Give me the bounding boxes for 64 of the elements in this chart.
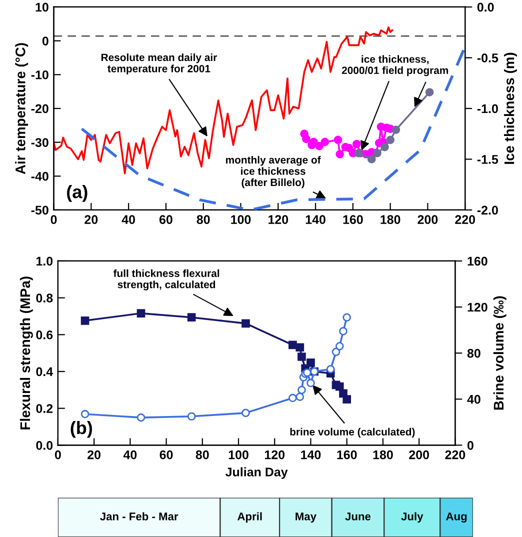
y-tick-label: -30 [31,138,48,147]
x-tick-label: 220 [445,450,466,460]
x-tick-label: 180 [373,450,393,460]
annotation: full thickness flexural strength, calculated [113,269,220,290]
y2-tick-label: 120 [468,302,488,312]
y2-tick-label: -2.0 [477,206,498,215]
x-tick-label: 220 [455,215,476,224]
x-tick-label: 140 [301,450,321,460]
y-tick-label: 0.2 [36,404,53,413]
x-tick-label: 140 [306,215,326,224]
x-tick-label: 40 [122,215,135,224]
x-tick-label: 160 [337,450,357,460]
y-tick-label: 0.6 [36,330,53,340]
x-tick-label: 0 [54,450,61,460]
y2-tick-label: 0.0 [477,2,494,12]
y2-tick-label: 80 [467,348,480,358]
x-tick-label: 60 [160,450,173,460]
annotation: ice thickness, 2000/01 field program [342,55,448,76]
x-tick-label: 20 [88,450,100,460]
annotation: brine volume (calculated) [290,428,415,438]
series-label: Jan - Feb - Mar [100,512,178,520]
series-label: April [237,512,262,523]
y2-axis-title: Ice thickness (m) [504,52,517,164]
y-tick-label: -50 [31,206,48,215]
y-tick-label: -20 [31,104,48,114]
x-tick-label: 160 [343,215,363,224]
x-tick-label: 40 [123,450,137,460]
y-tick-label: 10 [36,2,48,12]
y-tick-label: -40 [31,172,48,181]
annotation: monthly average of ice thickness (after Billelo) [226,156,321,188]
y2-tick-label: -1.0 [477,104,498,114]
x-axis-title: Julian Day [225,467,288,479]
x-tick-label: 200 [418,215,438,224]
series-label: May [296,512,316,523]
annotation: (b) [70,420,92,438]
y2-tick-label: 0 [467,440,474,450]
y-axis-title: Flexural strength (MPa) [20,276,33,430]
x-tick-label: 100 [231,215,251,224]
y2-tick-label: -0.5 [477,54,498,62]
y-tick-label: 0.4 [36,367,54,376]
x-tick-label: 80 [196,215,210,224]
y-tick-label: 0 [42,36,48,46]
y-tick-label: -10 [31,70,48,80]
x-tick-label: 120 [268,215,288,224]
x-tick-label: 20 [84,215,98,224]
y2-tick-label: 40 [467,394,480,404]
series-label: July [401,512,424,523]
annotation: (a) [67,185,88,202]
x-tick-label: 180 [380,215,400,224]
series-label: Aug [446,512,467,523]
y-tick-label: 1.0 [36,256,53,266]
y-axis-title: Air temperature (°C) [15,43,28,174]
y2-tick-label: 160 [468,256,488,266]
x-tick-label: 60 [159,215,172,224]
y2-axis-title: Brine volume (‰) [493,296,506,410]
y2-tick-label: -1.5 [477,155,498,164]
x-tick-label: 120 [264,450,285,460]
annotation: Resolute mean daily air temperature for 2001 [101,53,217,74]
series-label: June [345,512,371,520]
x-tick-label: 80 [196,450,209,460]
y-tick-label: 0.0 [36,440,53,450]
x-tick-label: 100 [228,450,248,460]
y-tick-label: 0.8 [36,294,53,302]
x-tick-label: 200 [409,450,429,460]
